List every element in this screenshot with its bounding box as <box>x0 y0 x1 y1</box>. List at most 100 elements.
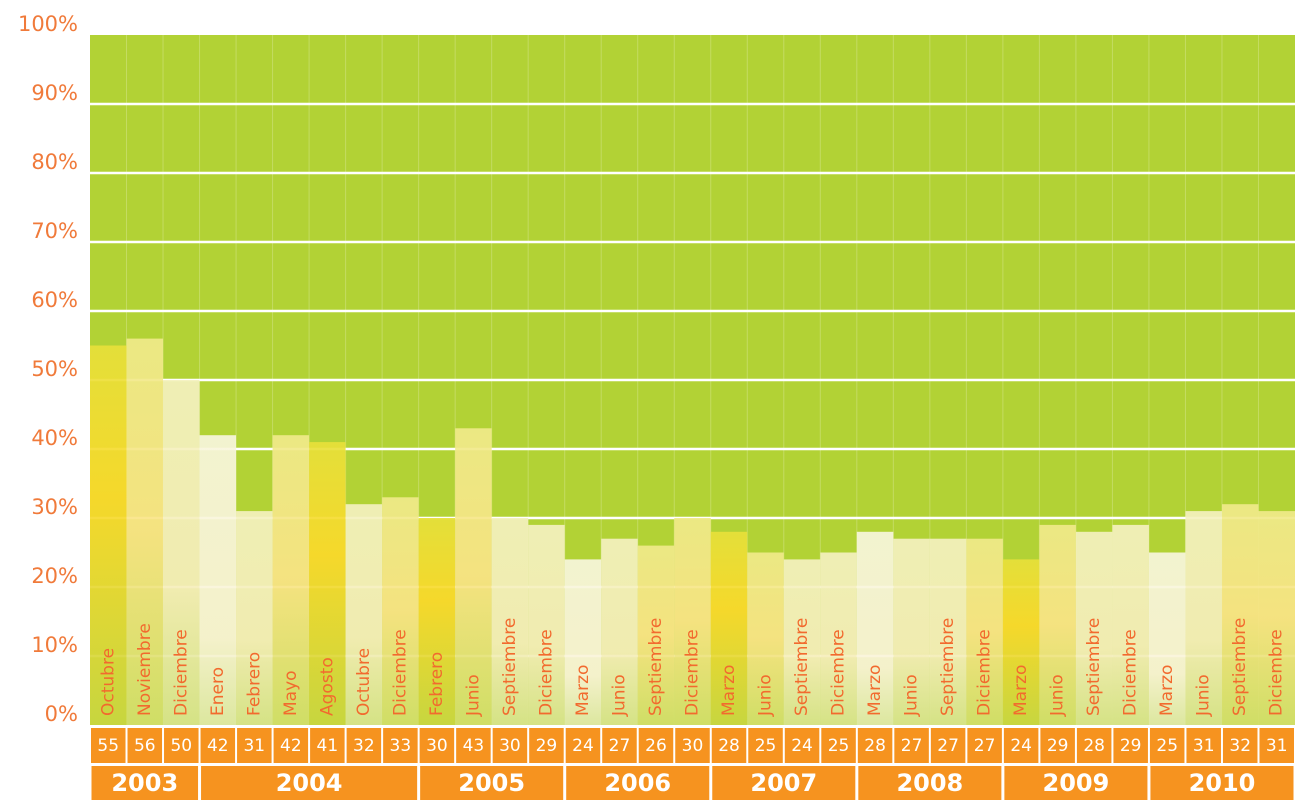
bar <box>820 552 857 725</box>
value-box <box>310 728 345 763</box>
month-label: Junio <box>1194 674 1214 717</box>
bar <box>893 538 930 725</box>
bar <box>1112 524 1149 725</box>
value-box <box>1040 728 1075 763</box>
value-box <box>894 728 929 763</box>
value-label: 31 <box>1266 736 1288 756</box>
month-label: Marzo <box>865 665 885 716</box>
year-box <box>566 766 710 800</box>
value-label: 30 <box>682 736 704 756</box>
bar <box>1185 511 1222 725</box>
month-label: Septiembre <box>1084 618 1104 716</box>
month-label: Junio <box>609 674 629 717</box>
bar <box>90 345 127 725</box>
year-label: 2005 <box>458 769 525 797</box>
bar <box>1002 559 1040 725</box>
month-label: Marzo <box>1011 665 1031 716</box>
bar <box>1258 511 1295 725</box>
bar <box>856 531 894 725</box>
value-label: 28 <box>718 736 740 756</box>
value-box <box>164 728 199 763</box>
y-tick-label: 30% <box>31 495 78 519</box>
value-label: 31 <box>1193 736 1215 756</box>
bar <box>564 559 602 725</box>
month-label: Febrero <box>244 652 264 716</box>
month-label: Diciembre <box>683 629 703 716</box>
month-label: Diciembre <box>390 629 410 716</box>
month-label: Diciembre <box>536 629 556 716</box>
y-tick-label: 100% <box>18 12 78 36</box>
year-label: 2010 <box>1189 769 1256 797</box>
value-label: 30 <box>426 736 448 756</box>
month-label: Marzo <box>719 665 739 716</box>
value-label: 28 <box>1083 736 1105 756</box>
y-tick-label: 80% <box>31 150 78 174</box>
value-label: 33 <box>390 736 412 756</box>
value-label: 32 <box>353 736 375 756</box>
year-box <box>712 766 856 800</box>
value-label: 24 <box>791 736 813 756</box>
bar <box>382 497 419 725</box>
bar <box>1221 504 1259 725</box>
bar <box>747 552 784 725</box>
year-label: 2006 <box>604 769 671 797</box>
bar <box>272 435 310 725</box>
value-label: 32 <box>1229 736 1251 756</box>
value-label: 42 <box>207 736 229 756</box>
value-box <box>930 728 966 763</box>
month-label: Septiembre <box>646 618 666 716</box>
value-box <box>1259 728 1294 763</box>
year-box <box>1004 766 1148 800</box>
month-label: Junio <box>902 674 922 717</box>
y-tick-label: 40% <box>31 426 78 450</box>
bar <box>783 559 821 725</box>
bar <box>637 545 675 725</box>
value-label: 29 <box>536 736 558 756</box>
value-label: 25 <box>1156 736 1178 756</box>
bar <box>309 442 346 725</box>
value-box <box>1076 728 1112 763</box>
value-box <box>565 728 601 763</box>
value-box <box>419 728 455 763</box>
value-box <box>200 728 236 763</box>
month-label: Febrero <box>427 652 447 716</box>
year-label: 2008 <box>896 769 963 797</box>
value-box <box>346 728 382 763</box>
value-label: 27 <box>974 736 996 756</box>
bar <box>345 504 383 725</box>
bar <box>163 380 200 725</box>
value-box <box>529 728 564 763</box>
bar <box>126 338 164 725</box>
month-label: Enero <box>208 667 228 716</box>
value-box <box>967 728 1002 763</box>
value-box <box>711 728 747 763</box>
month-label: Junio <box>756 674 776 717</box>
value-label: 29 <box>1120 736 1142 756</box>
value-label: 24 <box>572 736 594 756</box>
month-label: Mayo <box>281 670 301 716</box>
month-label: Diciembre <box>171 629 191 716</box>
value-box <box>456 728 491 763</box>
value-box <box>1222 728 1258 763</box>
month-label: Septiembre <box>938 618 958 716</box>
value-label: 27 <box>937 736 959 756</box>
value-label: 29 <box>1047 736 1069 756</box>
month-label: Marzo <box>1157 665 1177 716</box>
value-box <box>1186 728 1221 763</box>
month-label: Marzo <box>573 665 593 716</box>
month-label: Diciembre <box>1267 629 1287 716</box>
year-box <box>1150 766 1294 800</box>
month-label: Diciembre <box>1121 629 1141 716</box>
value-box <box>273 728 309 763</box>
month-label: Septiembre <box>1230 618 1250 716</box>
month-label: Junio <box>1048 674 1068 717</box>
value-label: 55 <box>97 736 119 756</box>
value-box <box>91 728 126 763</box>
year-box <box>91 766 199 800</box>
bar <box>1075 531 1113 725</box>
bar <box>710 531 748 725</box>
value-label: 26 <box>645 736 667 756</box>
bar <box>1039 524 1076 725</box>
bar <box>236 511 273 725</box>
